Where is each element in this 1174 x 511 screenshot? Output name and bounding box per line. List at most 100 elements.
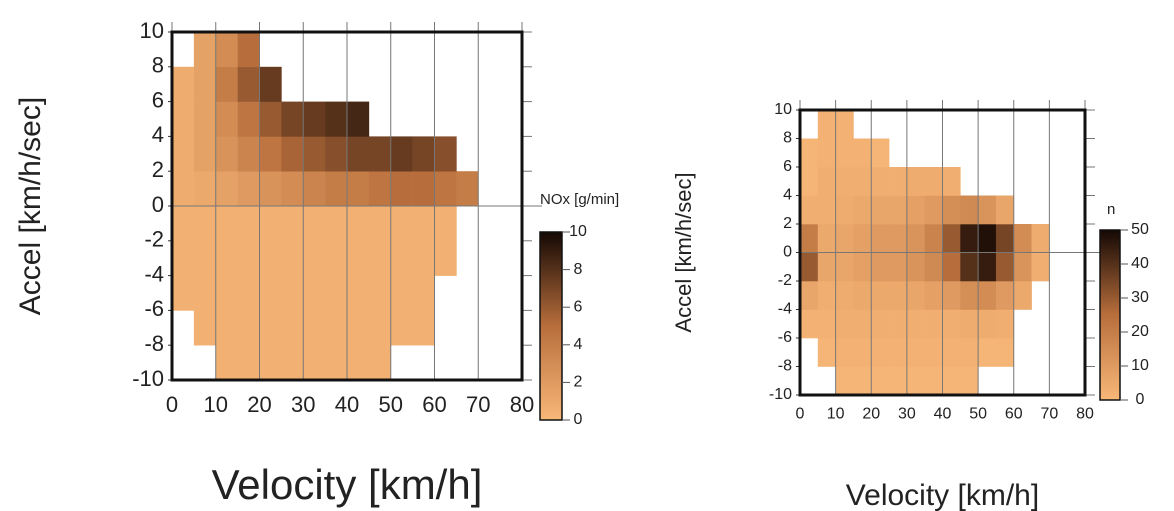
heat-cell: [259, 171, 282, 207]
heat-cell: [368, 310, 392, 346]
heat-cell: [960, 309, 979, 339]
heat-cell: [347, 206, 370, 242]
heat-cell: [325, 240, 348, 276]
heat-cell: [193, 275, 217, 311]
y-tick-label: 0: [152, 192, 164, 217]
heat-cell: [237, 66, 260, 102]
colorbar-tick-label: 40: [1131, 255, 1149, 272]
heat-cell: [960, 252, 979, 282]
heat-cell: [1031, 224, 1050, 253]
x-tick-label: 50: [379, 392, 403, 417]
heat-cell: [347, 101, 370, 137]
heat-cell: [456, 171, 479, 207]
x-tick-label: 70: [466, 392, 490, 417]
heat-cell: [172, 206, 195, 242]
heat-cell: [259, 101, 282, 137]
colorbar-tick-label: 4: [574, 336, 583, 353]
y-tick-label: 4: [783, 187, 792, 204]
heat-cell: [325, 345, 348, 381]
heat-cell: [390, 310, 413, 346]
heat-cell: [303, 310, 326, 346]
plot-frame: [170, 30, 524, 382]
heat-cell: [924, 309, 943, 339]
x-axis-label: Velocity [km/h]: [846, 479, 1039, 511]
heat-cell: [853, 138, 872, 168]
heat-cell: [368, 275, 392, 311]
heat-cell: [924, 224, 943, 253]
heat-cell: [193, 32, 217, 68]
heat-cell: [325, 206, 348, 242]
y-tick-label: 2: [152, 157, 164, 182]
heat-cell: [817, 338, 836, 367]
heat-cell: [995, 309, 1015, 339]
heat-cell: [924, 195, 943, 225]
y-tick-label: -6: [144, 296, 164, 321]
heat-cell: [960, 366, 979, 396]
colorbar: [539, 231, 563, 421]
heat-cell: [942, 167, 961, 196]
heat-cell: [871, 167, 890, 196]
heat-cell: [835, 252, 854, 282]
heat-cell: [237, 136, 260, 172]
heat-cell: [259, 275, 282, 311]
x-tick-label: 20: [862, 405, 880, 422]
heat-cell: [800, 167, 819, 196]
heat-cell: [259, 136, 282, 172]
heat-cell: [193, 240, 217, 276]
colorbar-tick-label: 10: [1131, 357, 1149, 374]
heat-cell: [995, 281, 1015, 310]
heat-cell: [853, 252, 872, 282]
heat-cell: [906, 195, 925, 225]
heat-cell: [303, 171, 326, 207]
x-tick-label: 10: [204, 392, 228, 417]
heat-cell: [347, 136, 370, 172]
heat-cell: [1013, 252, 1032, 282]
colorbar-tick-label: 2: [574, 374, 583, 391]
colorbar-tick-label: 6: [574, 298, 583, 315]
heat-cell: [978, 195, 997, 225]
heat-cell: [995, 195, 1015, 225]
y-tick-label: -6: [778, 329, 792, 346]
heat-cell: [871, 366, 890, 396]
heat-cell: [303, 345, 326, 381]
heat-cell: [390, 136, 413, 172]
heat-cell: [303, 136, 326, 172]
heat-cell: [960, 338, 979, 367]
heat-cell: [978, 338, 997, 367]
heat-cell: [347, 171, 370, 207]
heat-cell: [960, 195, 979, 225]
heat-cell: [172, 101, 195, 137]
heat-cell: [835, 366, 854, 396]
heat-cell: [303, 101, 326, 137]
heat-cell: [281, 345, 304, 381]
heat-cell: [889, 366, 908, 396]
heat-cell: [368, 345, 392, 381]
heat-cell: [193, 310, 217, 346]
heat-cell: [172, 240, 195, 276]
heat-cell: [303, 275, 326, 311]
heat-cell: [853, 366, 872, 396]
heat-cell: [906, 338, 925, 367]
heat-cell: [237, 171, 260, 207]
heat-cell: [906, 224, 925, 253]
heat-cell: [281, 240, 304, 276]
heat-cell: [942, 195, 961, 225]
heat-cell: [1013, 224, 1032, 253]
x-tick-label: 0: [796, 405, 805, 422]
colorbar: [1099, 229, 1121, 401]
heat-cell: [853, 309, 872, 339]
heat-cell: [281, 275, 304, 311]
heat-cell: [800, 252, 819, 282]
heat-cell: [817, 309, 836, 339]
colorbar-tick-label: 30: [1131, 289, 1149, 306]
heat-cell: [325, 310, 348, 346]
heat-cell: [942, 281, 961, 310]
heat-cell: [853, 195, 872, 225]
x-tick-label: 30: [898, 405, 916, 422]
heat-cell: [390, 275, 413, 311]
heat-cell: [390, 206, 413, 242]
heat-cell: [906, 281, 925, 310]
heat-cell: [800, 309, 819, 339]
x-tick-label: 50: [969, 405, 987, 422]
heat-cell: [215, 32, 238, 68]
